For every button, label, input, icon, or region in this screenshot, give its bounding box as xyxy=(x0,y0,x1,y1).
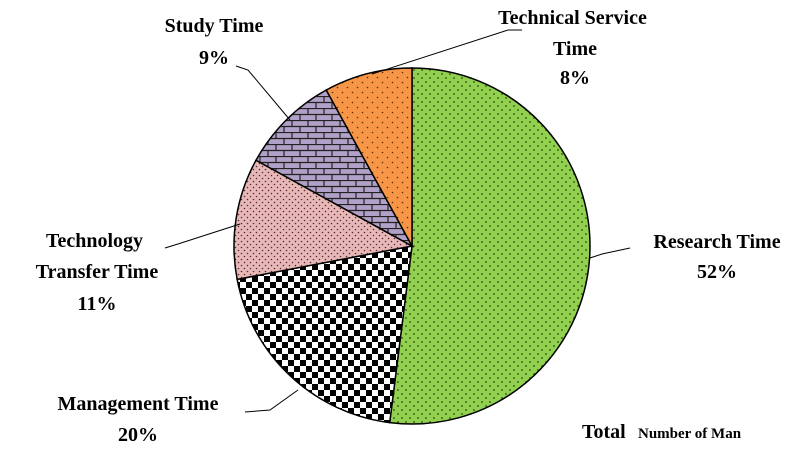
slice-value-label: 11% xyxy=(78,293,117,315)
leader-line xyxy=(244,389,299,413)
annotation: Number of Man xyxy=(638,426,742,442)
leader-line xyxy=(235,65,291,121)
annotation: Total xyxy=(582,421,626,443)
slice-label: Technical Service Time xyxy=(498,7,652,60)
slice-value-label: 8% xyxy=(560,67,590,89)
leader-line xyxy=(371,29,522,75)
pie-slice xyxy=(236,245,413,424)
leader-line xyxy=(589,247,631,259)
pie-slice xyxy=(325,67,413,247)
slice-value-label: 20% xyxy=(118,424,158,446)
pie-slice xyxy=(254,88,414,248)
slice-label: Research Time xyxy=(653,231,780,253)
pie-slice xyxy=(233,159,415,281)
slice-value-label: 52% xyxy=(697,261,737,283)
leader-line xyxy=(164,223,241,249)
slice-label: Management Time xyxy=(58,393,219,415)
slice-label: Technology Transfer Time xyxy=(36,230,159,283)
pie-slice xyxy=(388,67,591,425)
slice-value-label: 9% xyxy=(199,47,229,69)
slice-label: Study Time xyxy=(165,15,264,37)
